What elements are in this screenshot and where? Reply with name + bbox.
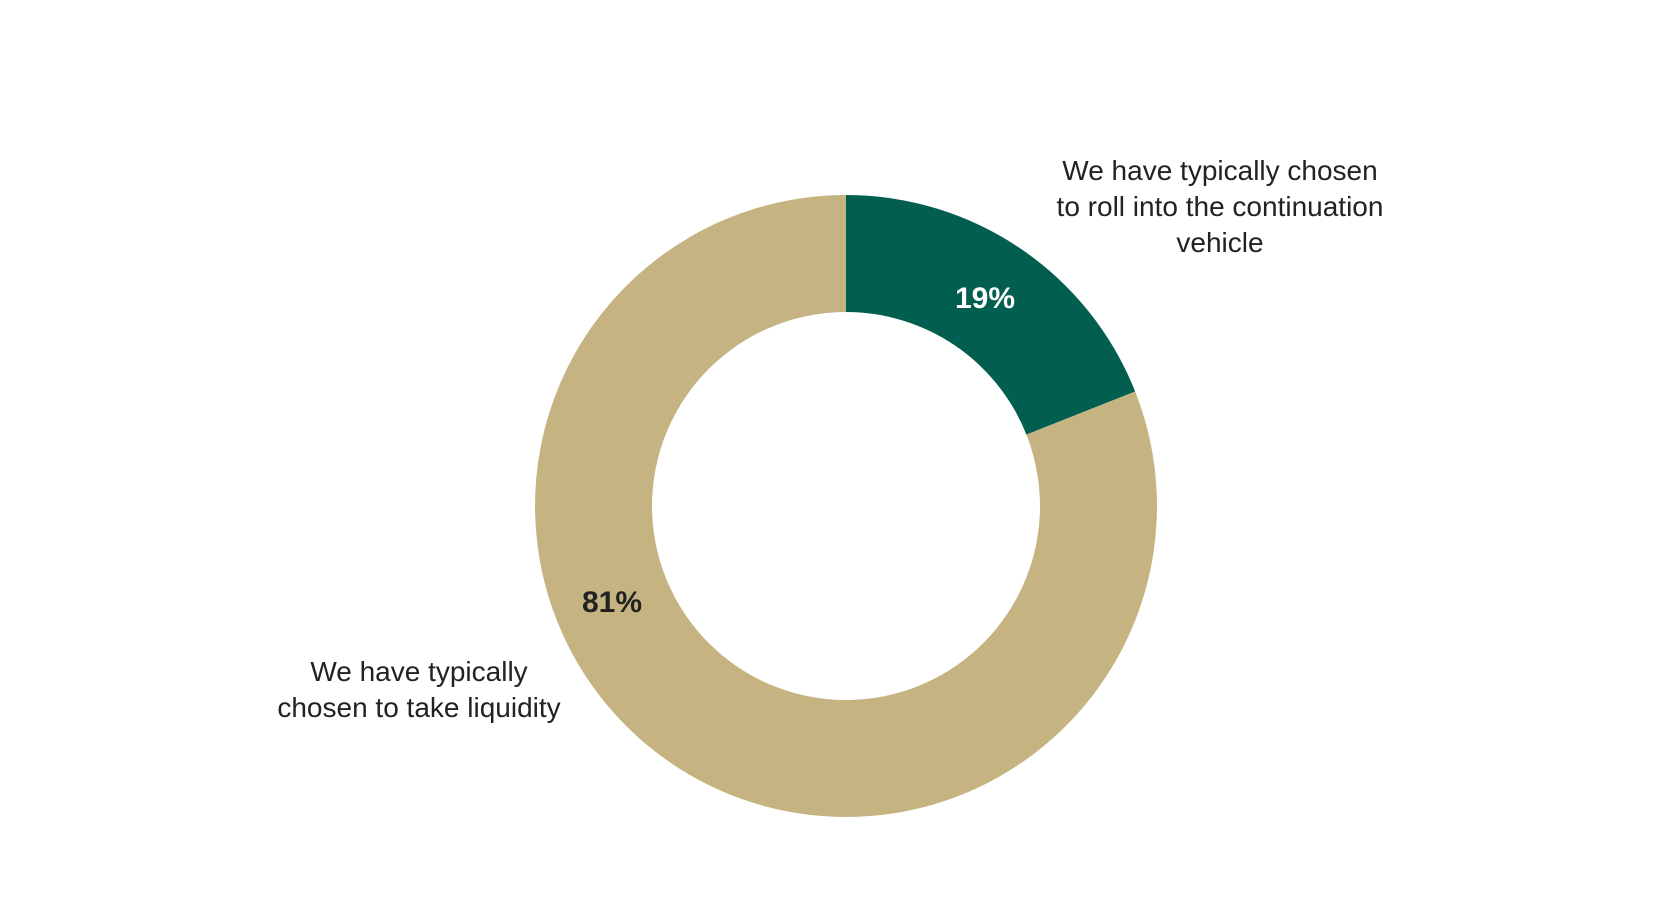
donut-slice-0: [846, 195, 1136, 435]
slice-value-label-1: 81%: [582, 586, 642, 619]
donut-slice-1: [534, 195, 1157, 818]
slice-category-label-0: to roll into the continuation: [1057, 191, 1384, 222]
slice-value-label-0: 19%: [955, 282, 1015, 315]
slice-category-label-0: vehicle: [1176, 227, 1263, 258]
slice-category-label-1: chosen to take liquidity: [277, 692, 560, 723]
slice-category-label-0: We have typically chosen: [1062, 155, 1377, 186]
slice-category-label-1: We have typically: [310, 656, 527, 687]
